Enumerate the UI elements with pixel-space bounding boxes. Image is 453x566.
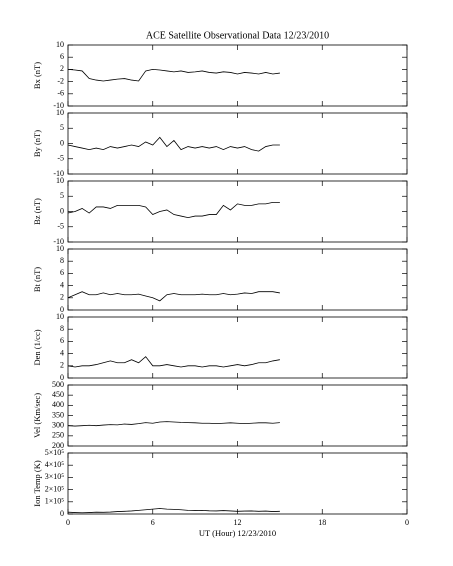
y-tick-label: 2 [60,64,64,73]
x-tick-label: 0 [66,518,70,527]
y-tick-label: 0 [60,138,64,147]
y-tick-label: 400 [52,400,64,409]
data-line [67,201,280,219]
y-tick-label: 200 [52,441,64,450]
y-tick-label: -6 [57,89,64,98]
y-tick-label: 5 [60,123,64,132]
y-tick-label: 4 [60,348,64,357]
data-line [67,291,280,302]
panel-frame [67,180,408,243]
y-tick-label: 0 [60,305,64,314]
y-tick-label: -5 [57,154,64,163]
data-line [67,356,280,368]
x-axis-label: UT (Hour) 12/23/2010 [199,528,276,538]
y-axis-label: Vel (Km/sec) [32,393,42,438]
y-tick-label: 8 [60,324,64,333]
data-line [67,421,280,427]
y-tick-label: 500 [52,380,64,389]
y-tick-label: 10 [56,244,64,253]
y-tick-label: 2 [60,361,64,370]
data-line [67,508,280,514]
y-tick-label: 0 [60,373,64,382]
y-axis-label: By (nT) [32,130,42,157]
y-tick-label: -10 [53,101,64,110]
data-line [67,136,280,152]
y-tick-label: 6 [60,52,64,61]
panel-frame [67,44,408,107]
y-tick-label: 300 [52,420,64,429]
y-tick-label: 0 [60,206,64,215]
y-axis-label: Bt (nT) [32,267,42,292]
panel-frame [67,112,408,175]
y-tick-label: 8 [60,256,64,265]
y-tick-label: 4 [60,280,64,289]
y-tick-label: 10 [56,108,64,117]
y-axis-label: Bz (nT) [32,198,42,225]
y-tick-label: 5×10⁵ [45,448,65,457]
y-axis-label: Bx (nT) [32,62,42,89]
y-tick-label: 350 [52,410,64,419]
y-tick-label: -10 [53,169,64,178]
x-tick-label: 0 [405,518,409,527]
y-tick-label: 5 [60,191,64,200]
panel-frame [67,316,408,379]
y-tick-label: 10 [56,312,64,321]
y-tick-label: 450 [52,390,64,399]
y-tick-label: 3×10⁵ [45,472,65,481]
y-tick-label: 6 [60,336,64,345]
y-tick-label: -10 [53,237,64,246]
panel-frame [67,384,408,447]
panel-frame [67,452,408,515]
x-tick-label: 6 [151,518,155,527]
y-tick-label: -5 [57,222,64,231]
y-tick-label: 2×10⁵ [45,484,65,493]
y-tick-label: 10 [56,40,64,49]
y-axis-label: Den (1/cc) [32,329,42,365]
y-tick-label: 4×10⁵ [45,460,65,469]
y-tick-label: -2 [57,76,64,85]
y-tick-label: 1×10⁵ [45,497,65,506]
panel-frame [67,248,408,311]
chart-title: ACE Satellite Observational Data 12/23/2… [146,30,329,41]
data-line [67,68,280,82]
y-tick-label: 250 [52,431,64,440]
x-tick-label: 18 [318,518,326,527]
y-axis-label: Ion Temp (K) [32,460,42,507]
y-tick-label: 0 [60,509,64,518]
y-tick-label: 10 [56,176,64,185]
y-tick-label: 2 [60,293,64,302]
x-tick-label: 12 [234,518,242,527]
y-tick-label: 6 [60,268,64,277]
